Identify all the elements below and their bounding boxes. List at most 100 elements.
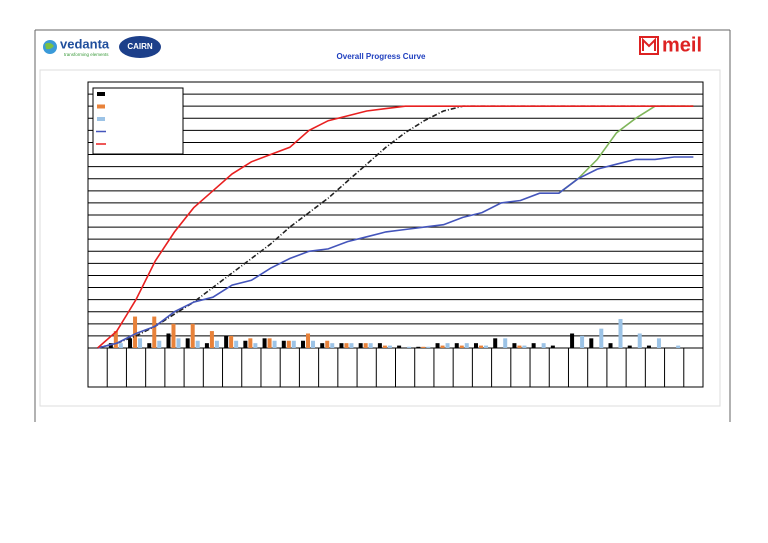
bar — [301, 340, 306, 348]
bar — [320, 343, 325, 348]
bar — [464, 343, 469, 348]
bar — [599, 328, 604, 348]
bar — [291, 340, 296, 348]
line — [97, 156, 694, 349]
bar — [339, 343, 344, 348]
logo-m — [642, 37, 656, 51]
line — [97, 105, 694, 349]
bar — [656, 338, 661, 348]
vedanta-logo: vedanta transforming elements — [43, 36, 110, 57]
bar — [195, 340, 200, 348]
bar — [608, 343, 613, 348]
bar — [637, 333, 642, 348]
bar — [407, 346, 412, 348]
bar — [589, 338, 594, 348]
cairn-logo: CAIRN — [119, 36, 161, 58]
bar — [349, 343, 354, 348]
bar — [426, 346, 431, 348]
bar — [253, 343, 258, 348]
bar — [267, 338, 272, 348]
bar — [108, 343, 113, 348]
bar — [118, 343, 123, 348]
bar — [676, 345, 681, 348]
bar — [382, 345, 387, 348]
bar — [113, 331, 118, 348]
plot — [87, 81, 704, 388]
bar — [147, 343, 152, 348]
meil-logo: meil — [639, 34, 702, 56]
legend-swatch — [97, 92, 105, 96]
bar — [325, 340, 330, 348]
bar — [493, 338, 498, 348]
bar — [209, 331, 214, 348]
logo-text: vedanta — [60, 36, 110, 51]
bar — [363, 343, 368, 348]
bar — [517, 345, 522, 348]
bar — [176, 338, 181, 348]
bar — [214, 340, 219, 348]
bar — [454, 343, 459, 348]
bar — [311, 340, 316, 348]
bar — [344, 343, 349, 348]
bar — [128, 338, 133, 348]
bar — [512, 343, 517, 348]
bar — [440, 345, 445, 348]
bar — [421, 346, 426, 348]
logo-text: CAIRN — [127, 42, 153, 51]
bar — [281, 340, 286, 348]
bar — [234, 340, 239, 348]
bar — [272, 340, 277, 348]
legend-box — [92, 87, 184, 155]
logo-ellipse — [119, 36, 161, 58]
bar — [397, 345, 402, 348]
bar — [445, 343, 450, 348]
bar — [185, 338, 190, 348]
legend-swatch — [97, 104, 105, 109]
globe-land — [45, 42, 54, 50]
bar — [541, 343, 546, 348]
bar — [306, 333, 311, 348]
bar — [133, 316, 138, 348]
bar — [646, 345, 651, 348]
bar — [531, 343, 536, 348]
bar — [435, 343, 440, 348]
bar — [387, 345, 392, 348]
bar — [224, 335, 229, 348]
bar — [138, 338, 143, 348]
bar — [618, 318, 623, 348]
bar — [190, 323, 195, 348]
line — [558, 105, 694, 194]
bar — [550, 345, 555, 348]
bar — [473, 343, 478, 348]
bar — [358, 343, 363, 348]
bar — [166, 333, 171, 348]
bar — [286, 340, 291, 348]
chart-area — [39, 69, 721, 407]
bar — [229, 335, 234, 348]
bar — [503, 338, 508, 348]
logo-tagline: transforming elements — [64, 52, 109, 57]
bar — [416, 346, 421, 348]
bar — [522, 345, 527, 348]
bar — [171, 323, 176, 348]
bar — [483, 345, 488, 348]
bar — [152, 316, 157, 348]
bar — [627, 345, 632, 348]
bar — [459, 345, 464, 348]
bar — [248, 338, 253, 348]
chart-title: Overall Progress Curve — [337, 52, 426, 61]
bar — [204, 343, 209, 348]
legend-swatch — [97, 117, 105, 121]
bar — [243, 340, 248, 348]
bar — [368, 343, 373, 348]
bar — [330, 343, 335, 348]
bar — [262, 338, 267, 348]
bar — [157, 340, 162, 348]
bar — [580, 335, 585, 348]
legend — [92, 87, 184, 155]
bar — [570, 333, 575, 348]
bar — [478, 345, 483, 348]
bar — [377, 343, 382, 348]
logo-text: meil — [662, 34, 702, 56]
